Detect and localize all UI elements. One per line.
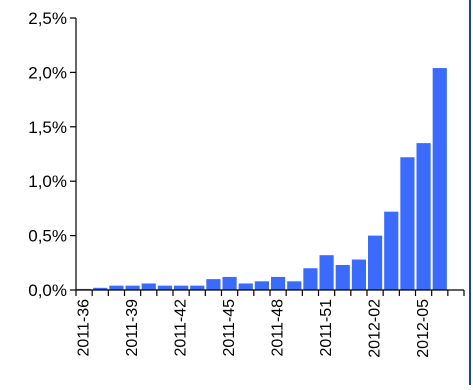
y-tick-label: 2,0% xyxy=(28,63,67,82)
bar-2012-01 xyxy=(351,259,366,290)
x-tick-label: 2011-45 xyxy=(221,299,238,357)
x-tick-label: 2011-39 xyxy=(124,299,141,357)
bar-2011-37 xyxy=(93,287,108,290)
bar-2011-44 xyxy=(206,279,221,290)
bar-2011-40 xyxy=(141,283,156,290)
y-tick-label: 1,5% xyxy=(28,118,67,137)
y-tick-label: 1,0% xyxy=(28,172,67,191)
bar-2011-38 xyxy=(109,285,124,290)
bar-2011-48 xyxy=(271,276,286,290)
bar-2012-06 xyxy=(432,68,447,290)
bar-2011-41 xyxy=(157,285,172,290)
x-tick-label: 2012-05 xyxy=(415,299,432,358)
bar-2012-04 xyxy=(400,157,415,290)
bar-2011-42 xyxy=(174,285,189,290)
x-tick-label: 2011-51 xyxy=(318,299,335,357)
bar-2011-50 xyxy=(303,268,318,290)
bar-2011-43 xyxy=(190,285,205,290)
x-tick-label: 2011-48 xyxy=(270,299,287,357)
bar-2011-49 xyxy=(287,281,302,290)
y-tick-label: 0,5% xyxy=(28,227,67,246)
x-tick-label: 2011-42 xyxy=(173,299,190,357)
x-tick-label: 2012-02 xyxy=(367,299,384,358)
bar-2011-52 xyxy=(335,264,350,290)
bar-2011-47 xyxy=(254,281,269,290)
bar-2011-39 xyxy=(125,285,140,290)
bar-2011-51 xyxy=(319,255,334,290)
y-tick-label: 2,5% xyxy=(28,9,67,28)
bar-2011-46 xyxy=(238,283,253,290)
bar-2012-02 xyxy=(368,235,383,290)
bar-2012-05 xyxy=(416,143,431,290)
bar-2011-45 xyxy=(222,276,237,290)
bar-2012-03 xyxy=(384,211,399,290)
y-tick-label: 0,0% xyxy=(28,281,67,300)
x-tick-label: 2011-36 xyxy=(76,299,93,357)
